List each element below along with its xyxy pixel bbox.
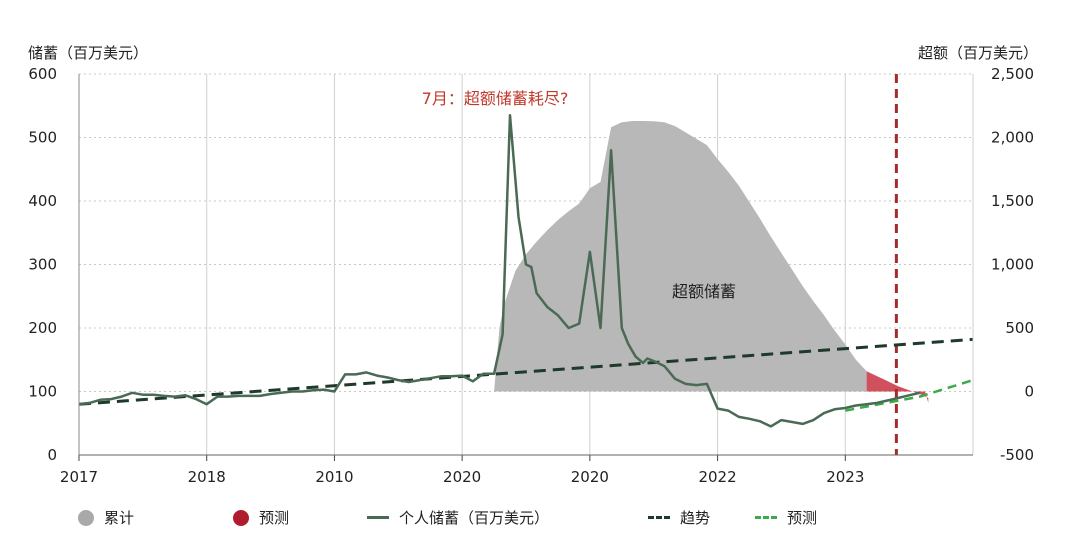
x-tick-label: 2022 bbox=[698, 468, 736, 486]
legend-swatch-trend bbox=[648, 516, 670, 519]
legend-swatch-forecast-line bbox=[755, 516, 777, 519]
y-tick-right: -500 bbox=[1000, 446, 1034, 464]
forecast-area bbox=[866, 371, 929, 403]
legend-label: 累计 bbox=[104, 509, 135, 527]
legend-label: 预测 bbox=[259, 509, 290, 527]
y-tick-right: 2,000 bbox=[991, 129, 1034, 147]
savings-line bbox=[78, 114, 921, 428]
savings-chart: 0 100 200 300 400 500 600 -500 0 500 1,000 1,500 2,0… bbox=[28, 65, 1034, 486]
y-tick-left: 200 bbox=[28, 319, 57, 337]
x-tick-label: 2020 bbox=[443, 468, 481, 486]
y-tick-left: 600 bbox=[28, 65, 57, 83]
legend-item-trend: 趋势 bbox=[648, 507, 710, 528]
left-axis-title: 储蓄（百万美元） bbox=[28, 44, 149, 62]
line-layer bbox=[78, 74, 974, 455]
legend: 累计 预测 个人储蓄（百万美元） 趋势 预测 bbox=[0, 507, 1080, 533]
legend-label: 预测 bbox=[787, 509, 818, 527]
y-tick-left: 500 bbox=[28, 129, 57, 147]
legend-label: 个人储蓄（百万美元） bbox=[399, 509, 550, 527]
area-layer bbox=[494, 121, 929, 403]
legend-item-forecast-line: 预测 bbox=[755, 507, 817, 528]
legend-item-forecast-area: 预测 bbox=[233, 507, 289, 528]
y-tick-left: 100 bbox=[28, 383, 57, 401]
y-tick-right: 0 bbox=[1024, 383, 1034, 401]
x-tick-label: 2023 bbox=[826, 468, 864, 486]
tick-labels: 0 100 200 300 400 500 600 -500 0 500 1,000 1,500 2,0… bbox=[28, 65, 1034, 486]
cumulative-area bbox=[494, 121, 867, 392]
y-tick-left: 300 bbox=[28, 256, 57, 274]
forecast-line bbox=[845, 378, 974, 412]
legend-label: 趋势 bbox=[680, 509, 711, 527]
area-label: 超额储蓄 bbox=[672, 282, 736, 301]
y-tick-left: 0 bbox=[47, 446, 57, 464]
y-tick-right: 500 bbox=[1005, 319, 1034, 337]
y-tick-right: 1,500 bbox=[991, 192, 1034, 210]
legend-swatch-savings bbox=[367, 516, 389, 519]
legend-swatch-cumulative bbox=[78, 509, 94, 526]
x-tick-label: 2017 bbox=[60, 468, 98, 486]
x-tick-label: 2018 bbox=[188, 468, 226, 486]
annotation-text: 7月：超额储蓄耗尽? bbox=[422, 89, 569, 108]
y-tick-left: 400 bbox=[28, 192, 57, 210]
trend-line bbox=[78, 337, 974, 406]
legend-item-savings: 个人储蓄（百万美元） bbox=[367, 507, 549, 528]
y-tick-right: 1,000 bbox=[991, 256, 1034, 274]
x-tick-label: 2010 bbox=[315, 468, 353, 486]
right-axis-title: 超额（百万美元） bbox=[917, 44, 1038, 62]
x-tick-label: 2020 bbox=[571, 468, 609, 486]
axes bbox=[78, 74, 974, 461]
y-tick-right: 2,500 bbox=[991, 65, 1034, 83]
legend-item-cumulative: 累计 bbox=[78, 507, 134, 528]
legend-swatch-forecast-area bbox=[233, 509, 249, 526]
